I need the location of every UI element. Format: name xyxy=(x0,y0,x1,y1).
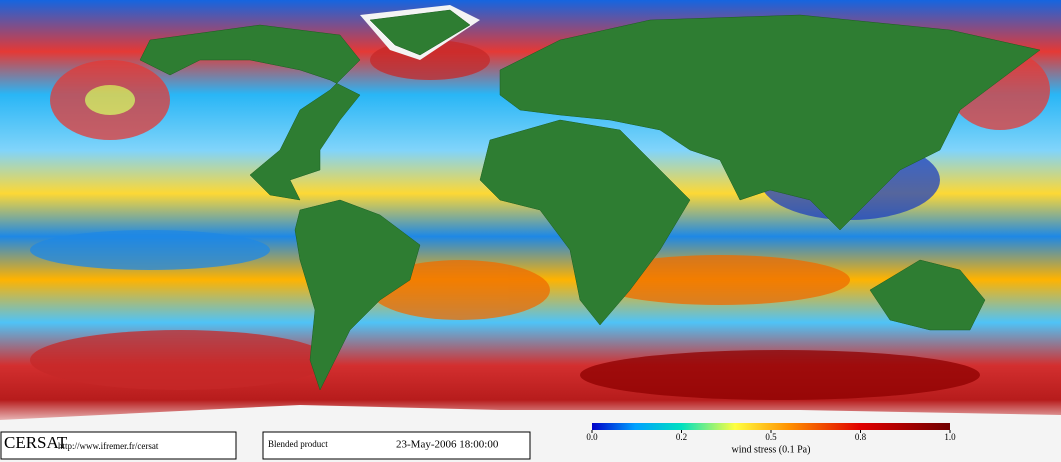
product-box xyxy=(262,431,531,460)
continents xyxy=(0,5,1061,430)
colorbar xyxy=(592,423,950,430)
greenland xyxy=(369,9,471,56)
africa xyxy=(479,119,691,326)
logo-box xyxy=(0,431,237,460)
wind-patterns xyxy=(30,40,1050,400)
south-america xyxy=(294,199,421,391)
logo: CERSAT xyxy=(4,433,68,452)
australia xyxy=(869,259,986,331)
colorbar-label: wind stress (0.1 Pa) xyxy=(732,444,811,455)
colorbar-tick-label: 0.0 xyxy=(586,432,598,442)
colorbar-tick-label: 0.5 xyxy=(765,432,777,442)
eurasia xyxy=(499,14,1041,231)
north-america xyxy=(139,24,361,201)
url: http://www.ifremer.fr/cersat xyxy=(58,441,159,451)
datetime: 23-May-2006 18:00:00 xyxy=(396,439,499,451)
colorbar-tick-label: 0.2 xyxy=(676,432,687,442)
product: Blended product xyxy=(268,439,328,449)
colorbar-tick-label: 0.8 xyxy=(855,432,867,442)
colorbar-tick-label: 1.0 xyxy=(944,432,956,442)
